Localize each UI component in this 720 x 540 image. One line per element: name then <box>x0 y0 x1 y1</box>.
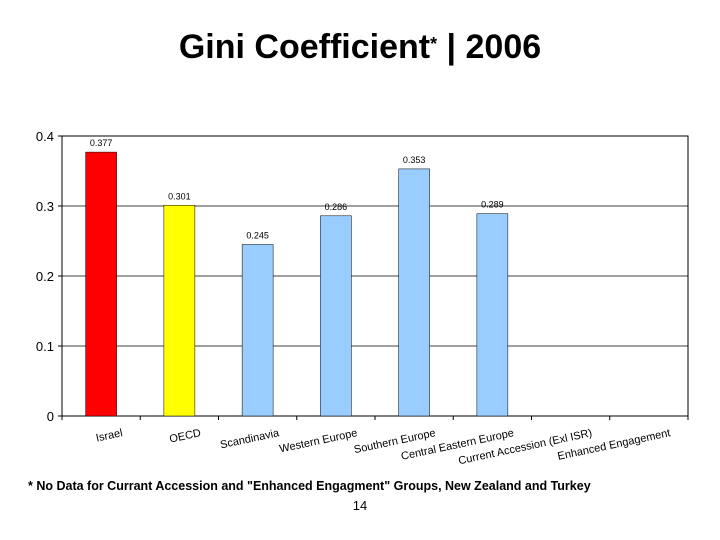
data-label: 0.245 <box>246 231 269 241</box>
footnote: * No Data for Currant Accession and "Enh… <box>28 479 591 493</box>
data-label: 0.377 <box>90 138 113 148</box>
bar-southern-europe <box>398 168 430 417</box>
x-tick-label: Western Europe <box>278 427 358 455</box>
bar-central-eastern-europe <box>476 213 509 417</box>
y-tick-label: 0.2 <box>36 269 54 284</box>
chart-title: Gini Coefficient* | 2006 <box>0 28 720 67</box>
title-star: * <box>430 34 438 54</box>
bar-scandinavia <box>241 244 274 417</box>
bar-western-europe <box>320 215 352 417</box>
page-number: 14 <box>352 498 368 513</box>
data-label: 0.289 <box>481 200 504 210</box>
y-tick-label: 0 <box>47 409 54 424</box>
y-tick-label: 0.1 <box>36 339 54 354</box>
title-suffix: | 2006 <box>437 28 542 66</box>
y-tick-label: 0.3 <box>36 199 54 214</box>
data-label: 0.301 <box>168 191 191 201</box>
y-tick-label: 0.4 <box>36 129 54 144</box>
data-label: 0.286 <box>325 202 348 212</box>
data-label: 0.353 <box>403 155 426 165</box>
bar-israel <box>85 151 117 417</box>
x-tick-label: OECD <box>168 427 202 445</box>
bar-oecd <box>163 205 196 417</box>
x-tick-label: Scandinavia <box>219 427 281 451</box>
x-tick-label: Israel <box>95 427 124 444</box>
title-main: Gini Coefficient <box>178 28 431 66</box>
